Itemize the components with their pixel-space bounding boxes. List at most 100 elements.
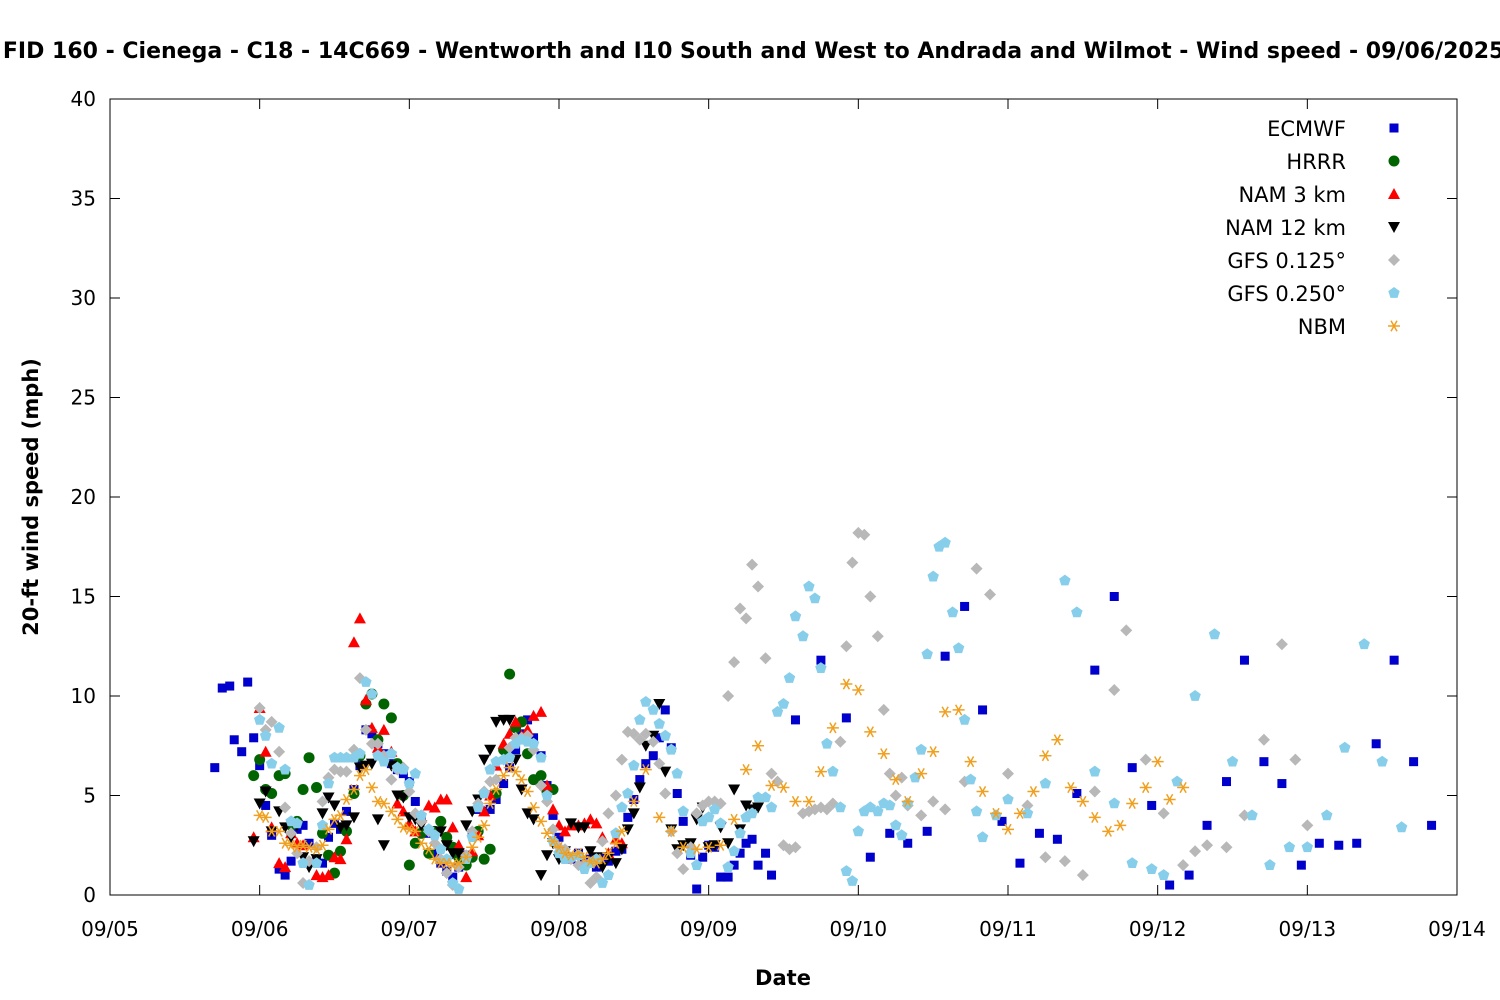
data-point [521, 723, 534, 735]
data-point [1013, 807, 1026, 819]
data-point [1157, 807, 1170, 820]
data-point [640, 696, 652, 707]
data-point [499, 779, 509, 789]
y-tick-label: 20 [71, 485, 96, 509]
data-point [478, 754, 491, 766]
data-point [265, 715, 278, 728]
data-point [939, 803, 952, 816]
data-point [814, 766, 827, 778]
data-point [298, 820, 308, 830]
data-point [627, 808, 640, 820]
data-point [422, 843, 435, 855]
data-point [511, 745, 521, 755]
data-point [659, 766, 672, 778]
data-point [291, 817, 303, 829]
data-point [1064, 781, 1077, 794]
x-tick-label: 09/11 [979, 917, 1037, 941]
data-point [677, 841, 690, 853]
y-tick-label: 40 [71, 87, 96, 111]
data-point [440, 840, 453, 852]
data-point [1239, 655, 1249, 665]
data-point [285, 827, 298, 840]
data-point [960, 601, 970, 611]
data-point [391, 797, 404, 809]
data-point [452, 857, 465, 869]
data-point [322, 777, 335, 789]
data-point [827, 765, 839, 777]
data-point [1114, 819, 1127, 831]
data-point [915, 743, 927, 755]
data-point [877, 748, 890, 760]
data-point [1002, 767, 1014, 780]
data-point [821, 737, 833, 749]
data-point [635, 775, 645, 785]
data-point [478, 805, 491, 817]
data-point [765, 767, 778, 780]
data-point [261, 800, 271, 810]
data-point [740, 800, 753, 812]
data-point [354, 747, 366, 759]
data-point [447, 877, 459, 888]
data-point [541, 789, 553, 801]
data-point [316, 819, 329, 831]
data-point [964, 773, 977, 785]
data-point [990, 807, 1003, 819]
data-point [1151, 756, 1164, 768]
data-point [340, 751, 353, 763]
data-point [1314, 838, 1324, 848]
data-point [485, 804, 495, 814]
data-point [976, 785, 989, 798]
data-point [634, 713, 646, 725]
data-point [623, 812, 633, 822]
data-point [939, 706, 952, 718]
y-tick-label: 5 [83, 784, 96, 808]
legend-marker [1388, 254, 1400, 266]
data-point [324, 832, 334, 842]
x-tick-label: 09/10 [830, 917, 888, 941]
data-point [340, 765, 353, 778]
data-point [653, 811, 666, 823]
data-point [584, 813, 597, 825]
data-point [564, 849, 577, 861]
legend-label: NAM 12 km [1225, 216, 1346, 240]
series-gfs-0-250- [254, 536, 1408, 894]
data-point [453, 883, 465, 894]
data-point [385, 773, 398, 786]
data-point [753, 860, 763, 870]
data-point [255, 761, 265, 771]
data-point [797, 630, 809, 642]
data-point [958, 713, 971, 725]
legend-marker [1388, 188, 1400, 199]
data-point [1389, 655, 1399, 665]
data-point [1301, 819, 1314, 832]
data-point [728, 813, 741, 825]
data-point [690, 807, 703, 820]
data-point [1039, 851, 1052, 864]
data-point [803, 580, 815, 592]
data-point [1157, 869, 1170, 880]
data-point [1264, 859, 1276, 870]
data-point [259, 745, 272, 757]
data-point [429, 829, 441, 841]
data-point [722, 861, 734, 872]
data-point [347, 783, 360, 796]
y-tick-label: 10 [71, 684, 96, 708]
data-point [1189, 845, 1202, 858]
data-point [409, 825, 422, 837]
data-point [423, 847, 435, 859]
data-point [428, 801, 441, 813]
data-point [415, 837, 428, 849]
data-point [952, 704, 965, 716]
data-point [297, 784, 309, 796]
data-point [1147, 800, 1157, 810]
data-point [815, 662, 827, 673]
data-point [903, 838, 913, 848]
legend-label: ECMWF [1267, 117, 1346, 141]
data-point [641, 759, 651, 769]
data-point [659, 729, 671, 741]
data-point [1409, 757, 1419, 767]
data-point [653, 698, 666, 710]
data-point [865, 852, 875, 862]
data-point [527, 814, 540, 826]
data-point [841, 713, 851, 723]
